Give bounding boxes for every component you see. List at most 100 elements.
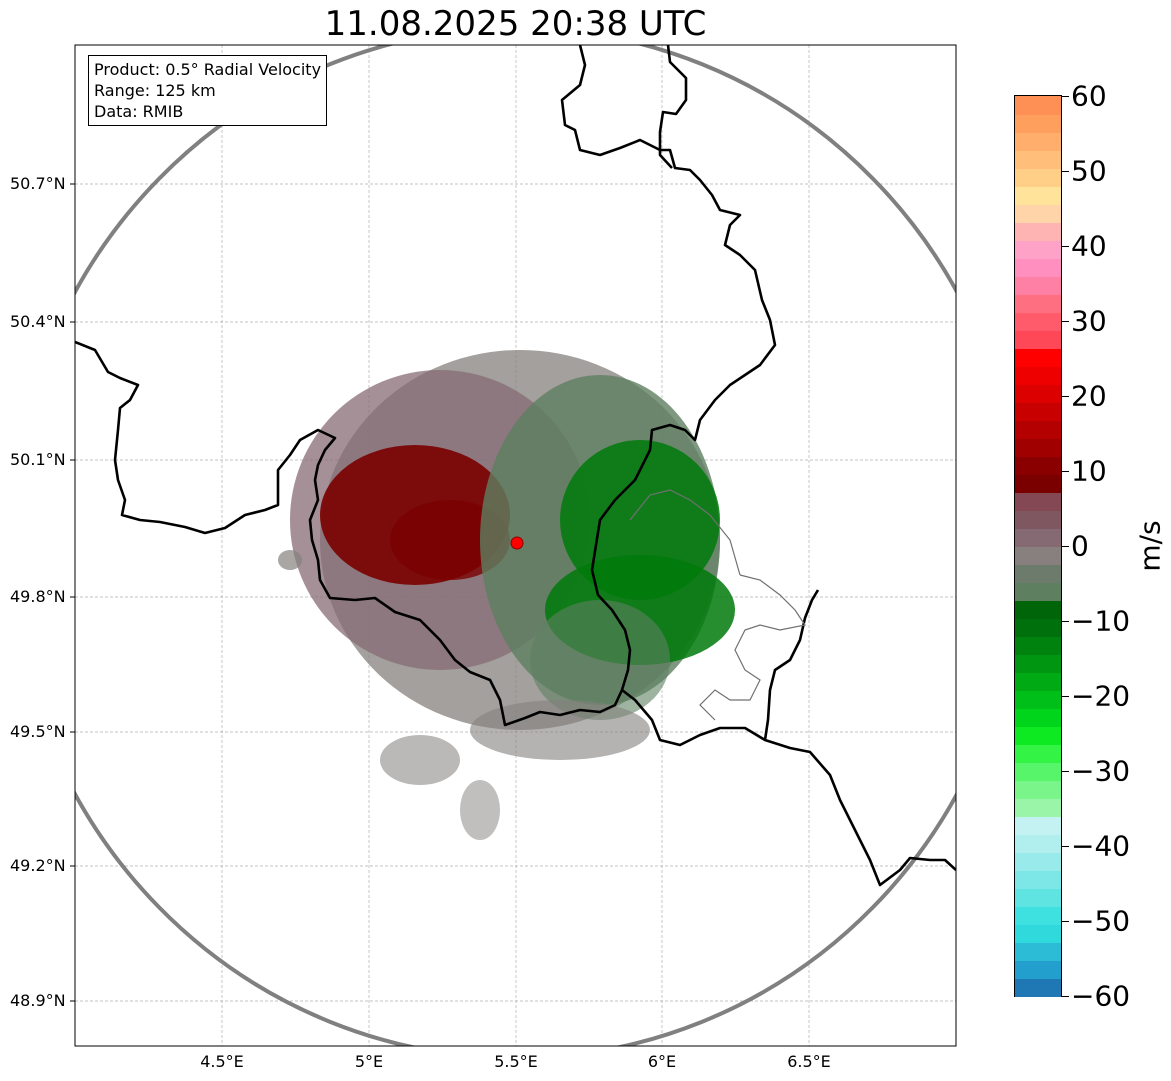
colorbar-segment xyxy=(1015,132,1061,151)
colorbar-tick xyxy=(1062,171,1069,172)
velocity-field xyxy=(278,350,735,840)
lat-tick-label: 49.2°N xyxy=(10,856,66,875)
colorbar-segment xyxy=(1015,96,1061,115)
colorbar-segment xyxy=(1015,276,1061,295)
colorbar-segment xyxy=(1015,420,1061,439)
colorbar-segment xyxy=(1015,294,1061,313)
colorbar-tick-label: 20 xyxy=(1071,379,1107,413)
colorbar-tick-label: 0 xyxy=(1071,529,1089,563)
lon-tick-label: 6°E xyxy=(647,1052,677,1071)
axis-ticks xyxy=(70,183,75,1002)
colorbar-segment xyxy=(1015,942,1061,961)
colorbar-segment xyxy=(1015,816,1061,835)
colorbar-segment xyxy=(1015,492,1061,511)
radar-site-marker xyxy=(510,536,524,550)
colorbar-segment xyxy=(1015,870,1061,889)
colorbar-tick xyxy=(1062,696,1069,697)
colorbar-segment xyxy=(1015,906,1061,925)
lon-tick-label: 5.5°E xyxy=(494,1052,538,1071)
colorbar-tick-label: −60 xyxy=(1071,979,1131,1013)
colorbar-segment xyxy=(1015,762,1061,781)
colorbar-segment xyxy=(1015,888,1061,907)
colorbar-segment xyxy=(1015,384,1061,403)
colorbar-segment xyxy=(1015,726,1061,745)
colorbar-tick-label: −30 xyxy=(1071,754,1131,788)
colorbar-segment xyxy=(1015,456,1061,475)
lon-tick-label: 5°E xyxy=(354,1052,384,1071)
data-source-label: Data: RMIB xyxy=(94,102,184,121)
range-label: Range: 125 km xyxy=(94,81,216,100)
colorbar-segment xyxy=(1015,204,1061,223)
colorbar-segment xyxy=(1015,708,1061,727)
colorbar-tick-label: 40 xyxy=(1071,229,1107,263)
colorbar-tick xyxy=(1062,996,1069,997)
colorbar-segment xyxy=(1015,780,1061,799)
colorbar-tick xyxy=(1062,846,1069,847)
lat-tick-label: 49.5°N xyxy=(10,722,66,741)
lon-tick-label: 6.5°E xyxy=(787,1052,831,1071)
colorbar-tick xyxy=(1062,621,1069,622)
colorbar-tick xyxy=(1062,396,1069,397)
colorbar-tick-label: −40 xyxy=(1071,829,1131,863)
colorbar-segment xyxy=(1015,924,1061,943)
country-borders xyxy=(75,45,956,887)
colorbar-segment xyxy=(1015,258,1061,277)
colorbar-tick xyxy=(1062,96,1069,97)
colorbar-segment xyxy=(1015,240,1061,259)
colorbar-segment xyxy=(1015,798,1061,817)
colorbar-tick xyxy=(1062,246,1069,247)
lat-tick-label: 50.1°N xyxy=(10,450,66,469)
colorbar-segment xyxy=(1015,330,1061,349)
colorbar-segment xyxy=(1015,150,1061,169)
colorbar-segment xyxy=(1015,402,1061,421)
colorbar-segment xyxy=(1015,672,1061,691)
colorbar-tick-label: −20 xyxy=(1071,679,1131,713)
colorbar-segment xyxy=(1015,654,1061,673)
lat-tick-label: 50.4°N xyxy=(10,312,66,331)
colorbar-segment xyxy=(1015,366,1061,385)
colorbar-segment xyxy=(1015,114,1061,133)
colorbar-segment xyxy=(1015,600,1061,619)
colorbar-segment xyxy=(1015,312,1061,331)
colorbar-segment xyxy=(1015,348,1061,367)
colorbar-segment xyxy=(1015,834,1061,853)
colorbar-unit-label: m/s xyxy=(1133,520,1167,572)
colorbar-segment xyxy=(1015,510,1061,529)
colorbar-segment xyxy=(1015,852,1061,871)
colorbar-segment xyxy=(1015,438,1061,457)
colorbar-segment xyxy=(1015,474,1061,493)
lon-tick-label: 4.5°E xyxy=(200,1052,244,1071)
lat-tick-label: 48.9°N xyxy=(10,991,66,1010)
colorbar-segment xyxy=(1015,186,1061,205)
colorbar-segment xyxy=(1015,690,1061,709)
colorbar-tick xyxy=(1062,546,1069,547)
colorbar-tick-label: 10 xyxy=(1071,454,1107,488)
colorbar-segment xyxy=(1015,528,1061,547)
colorbar-segment xyxy=(1015,618,1061,637)
colorbar-tick xyxy=(1062,321,1069,322)
colorbar-tick-label: −50 xyxy=(1071,904,1131,938)
colorbar-tick-label: 30 xyxy=(1071,304,1107,338)
colorbar-segment xyxy=(1015,168,1061,187)
colorbar-segment xyxy=(1015,546,1061,565)
map-title: 11.08.2025 20:38 UTC xyxy=(324,4,707,44)
colorbar-tick-label: 60 xyxy=(1071,79,1107,113)
plot-border xyxy=(74,44,957,1047)
colorbar-segment xyxy=(1015,978,1061,997)
colorbar-segment xyxy=(1015,744,1061,763)
colorbar-segment xyxy=(1015,564,1061,583)
region-borders xyxy=(629,489,806,721)
colorbar-segment xyxy=(1015,582,1061,601)
colorbar-tick-label: −10 xyxy=(1071,604,1131,638)
colorbar-segment xyxy=(1015,960,1061,979)
colorbar xyxy=(1014,95,1062,997)
colorbar-tick xyxy=(1062,471,1069,472)
colorbar-tick-label: 50 xyxy=(1071,154,1107,188)
lat-tick-label: 50.7°N xyxy=(10,174,66,193)
colorbar-tick xyxy=(1062,921,1069,922)
colorbar-segment xyxy=(1015,222,1061,241)
lat-tick-label: 49.8°N xyxy=(10,587,66,606)
colorbar-segment xyxy=(1015,636,1061,655)
product-label: Product: 0.5° Radial Velocity xyxy=(94,60,322,79)
